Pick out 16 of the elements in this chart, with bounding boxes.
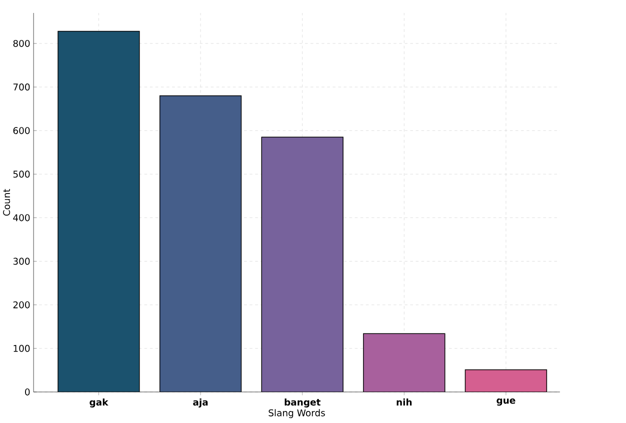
x-tick-label: nih bbox=[396, 398, 412, 406]
x-tick-label: aja bbox=[193, 398, 208, 408]
y-tick-label: 200 bbox=[13, 301, 30, 308]
y-axis-title: Count bbox=[3, 188, 10, 216]
y-tick-label: 800 bbox=[13, 40, 30, 47]
y-tick-label: 600 bbox=[13, 126, 30, 134]
y-tick-label: 300 bbox=[13, 258, 30, 265]
x-axis-title: Slang Words bbox=[268, 408, 325, 418]
x-tick-label: banget bbox=[284, 398, 320, 408]
x-tick-label: gak bbox=[90, 398, 108, 408]
y-tick-label: 100 bbox=[14, 344, 30, 352]
y-tick-label: 0 bbox=[25, 388, 30, 396]
y-tick-label: 500 bbox=[13, 170, 30, 178]
x-tick-label: gue bbox=[496, 398, 516, 406]
y-tick-label: 400 bbox=[13, 214, 30, 221]
y-tick-label: 700 bbox=[13, 83, 30, 90]
